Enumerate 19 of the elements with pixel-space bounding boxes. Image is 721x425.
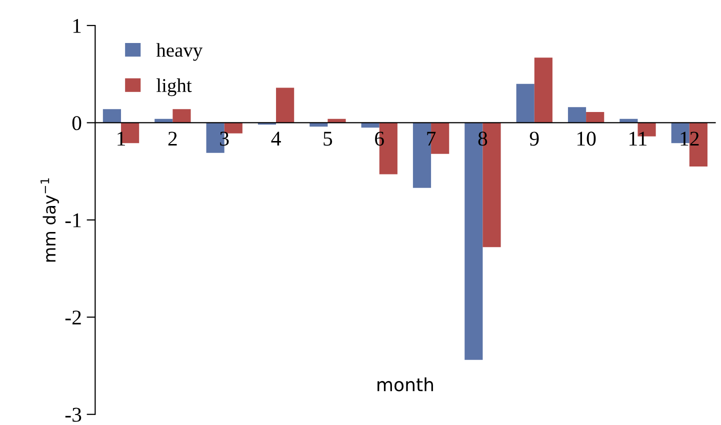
y-tick-label: 0 (72, 116, 82, 130)
x-tick-label: 11 (630, 132, 646, 146)
x-tick-label: 12 (680, 132, 699, 146)
legend-label: heavy (156, 43, 203, 61)
y-tick-label: -2 (65, 310, 81, 324)
x-tick-label: 4 (271, 132, 281, 146)
x-tick-label: 10 (577, 132, 596, 146)
x-tick-label: 2 (168, 132, 177, 146)
x-tick-label: 8 (478, 132, 488, 146)
y-tick-label: -1 (65, 213, 81, 228)
y-tick-label: -3 (65, 408, 82, 422)
x-axis-title: month (378, 377, 433, 392)
x-tick-label: 5 (324, 132, 332, 146)
legend-label: light (156, 78, 192, 96)
x-tick-label: 9 (530, 132, 539, 146)
y-tick-label: 1 (73, 18, 81, 33)
y-axis-title: mm day$^{−1}$ (40, 178, 59, 262)
x-tick-label: 7 (427, 132, 436, 146)
x-tick-label: 3 (220, 132, 229, 146)
